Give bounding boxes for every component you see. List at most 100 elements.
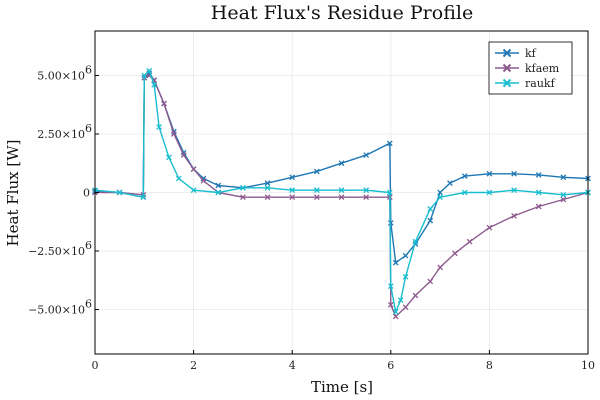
data-point-kf xyxy=(461,173,468,179)
legend-marker xyxy=(502,48,512,58)
data-point-raukf xyxy=(363,187,370,194)
series-kf xyxy=(92,70,591,266)
data-point-raukf xyxy=(190,187,197,194)
data-point-kfaem xyxy=(427,278,434,285)
y-axis-label: Heat Flux [W] xyxy=(4,140,22,247)
data-point-raukf xyxy=(437,194,443,201)
y-tick-exponent: 6 xyxy=(85,239,92,252)
y-tick-label: −2.50×10 xyxy=(28,245,85,258)
data-point-kfaem xyxy=(171,131,177,137)
data-point-raukf xyxy=(140,194,147,201)
x-tick-label: 2 xyxy=(190,359,197,372)
data-point-raukf xyxy=(264,184,271,191)
data-point-kfaem xyxy=(161,100,167,107)
x-tick-label: 10 xyxy=(581,359,595,372)
data-point-raukf xyxy=(427,206,434,212)
data-point-kfaem xyxy=(240,194,246,201)
data-point-raukf xyxy=(289,187,296,194)
data-point-kf xyxy=(313,168,320,175)
data-point-raukf xyxy=(146,67,153,74)
data-point-kfaem xyxy=(511,213,517,219)
data-point-raukf xyxy=(402,273,409,280)
data-point-raukf xyxy=(486,189,493,196)
data-point-kfaem xyxy=(466,238,473,245)
data-point-kfaem xyxy=(560,196,567,203)
data-point-kf xyxy=(392,259,399,266)
legend-item-kfaem: kfaem xyxy=(495,62,560,75)
data-point-raukf xyxy=(175,175,182,182)
data-point-kf xyxy=(215,182,222,189)
x-tick-label: 6 xyxy=(387,359,394,372)
series-layer xyxy=(92,67,591,320)
data-point-kf xyxy=(363,152,370,158)
legend-item-kf: kf xyxy=(495,47,537,60)
data-point-kf xyxy=(402,252,409,259)
data-point-kf xyxy=(289,174,296,181)
data-point-raukf xyxy=(511,187,517,194)
data-point-kf xyxy=(560,174,567,181)
data-point-raukf xyxy=(397,297,404,304)
data-point-kf xyxy=(427,217,434,224)
data-point-raukf xyxy=(313,187,320,194)
chart-title: Heat Flux's Residue Profile xyxy=(211,2,473,24)
data-point-kf xyxy=(338,160,345,167)
series-line-kf xyxy=(94,72,589,264)
data-point-kf xyxy=(535,172,542,178)
data-point-kfaem xyxy=(535,203,542,210)
data-point-raukf xyxy=(386,189,393,196)
data-point-raukf xyxy=(215,189,222,196)
data-point-raukf xyxy=(338,187,345,194)
series-kfaem xyxy=(92,72,591,320)
y-tick-label: −5.00×10 xyxy=(28,304,85,317)
legend: kf kfaem raukf xyxy=(488,41,573,95)
data-point-raukf xyxy=(535,189,542,196)
data-point-kf xyxy=(447,180,453,186)
y-tick-exponent: 6 xyxy=(85,298,92,311)
data-point-raukf xyxy=(392,309,399,315)
data-point-kfaem xyxy=(289,194,296,201)
data-point-raukf xyxy=(240,184,246,191)
data-point-kfaem xyxy=(313,194,320,201)
data-point-raukf xyxy=(560,191,567,198)
data-point-kfaem xyxy=(412,292,419,299)
legend-marker xyxy=(502,63,512,73)
x-tick-label: 4 xyxy=(289,359,296,372)
legend-item-raukf: raukf xyxy=(495,77,556,90)
legend-marker xyxy=(502,78,512,88)
data-point-kfaem xyxy=(264,194,271,201)
data-point-raukf xyxy=(166,154,172,161)
data-point-kf xyxy=(486,170,493,177)
series-line-raukf xyxy=(94,70,589,313)
data-point-kfaem xyxy=(180,152,187,158)
x-tick-label: 8 xyxy=(486,359,493,372)
data-point-kfaem xyxy=(190,166,197,172)
legend-label: raukf xyxy=(525,77,556,90)
x-tick-label: 0 xyxy=(92,359,99,372)
data-point-kfaem xyxy=(363,194,370,201)
data-point-kf xyxy=(437,189,443,196)
data-point-raukf xyxy=(116,189,123,196)
data-point-raukf xyxy=(412,238,419,245)
legend-label: kf xyxy=(525,47,537,60)
data-point-kfaem xyxy=(200,177,207,184)
data-point-kfaem xyxy=(392,313,399,320)
x-axis-label: Time [s] xyxy=(311,378,373,396)
data-point-kf xyxy=(386,140,393,147)
y-tick-exponent: 6 xyxy=(85,122,92,135)
data-point-kfaem xyxy=(387,301,394,308)
series-raukf xyxy=(92,67,591,315)
y-tick-label: 2.50×10 xyxy=(37,128,85,141)
y-tick-label: 5.00×10 xyxy=(37,69,85,82)
data-point-kfaem xyxy=(452,250,458,257)
series-line-kfaem xyxy=(95,74,589,318)
legend-label: kfaem xyxy=(525,62,560,75)
y-tick-label: 0 xyxy=(83,187,90,200)
data-point-raukf xyxy=(156,124,162,130)
y-tick-exponent: 6 xyxy=(85,63,92,76)
data-point-kfaem xyxy=(486,224,493,231)
data-point-kfaem xyxy=(437,264,443,271)
data-point-kfaem xyxy=(338,194,345,201)
tick-labels: 0 2 4 6 8 10−5.00×10 6−2.50×10 602.50×10 65.00×1… xyxy=(28,63,595,372)
data-point-kf xyxy=(264,180,271,186)
